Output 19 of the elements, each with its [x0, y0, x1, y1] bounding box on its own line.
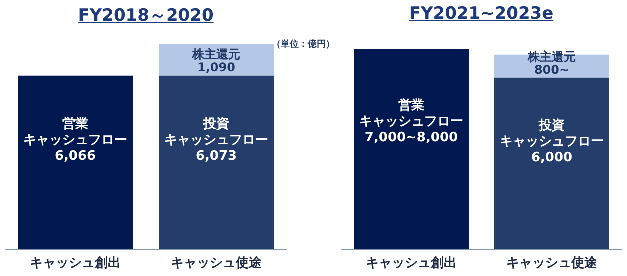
- series-label: 営業キャッシュフロー: [24, 116, 128, 148]
- data-label: 7,000~8,000: [364, 130, 458, 146]
- x-tick-label: キャッシュ創出: [30, 256, 121, 272]
- series-label: 投資キャッシュフロー: [500, 118, 604, 150]
- series-label: 株主還元: [192, 47, 240, 62]
- data-label: 6,073: [196, 148, 238, 164]
- x-tick-label: キャッシュ使途: [506, 256, 598, 272]
- data-label: 1,090: [198, 60, 236, 74]
- data-label: 6,066: [54, 149, 96, 164]
- series-label: 営業キャッシュフロー: [360, 97, 464, 130]
- data-label: 6,000: [531, 150, 573, 166]
- x-tick-label: キャッシュ創出: [366, 256, 457, 272]
- chart-title: FY2021~2023e: [408, 4, 555, 24]
- chart-title: FY2018～2020: [77, 5, 215, 27]
- series-label: 株主還元: [527, 50, 576, 64]
- x-tick-label: キャッシュ使途: [171, 256, 263, 272]
- annotation: （単位：億円）: [272, 38, 335, 51]
- data-label: 800~: [534, 62, 570, 77]
- series-label: 投資キャッシュフロー: [164, 116, 268, 148]
